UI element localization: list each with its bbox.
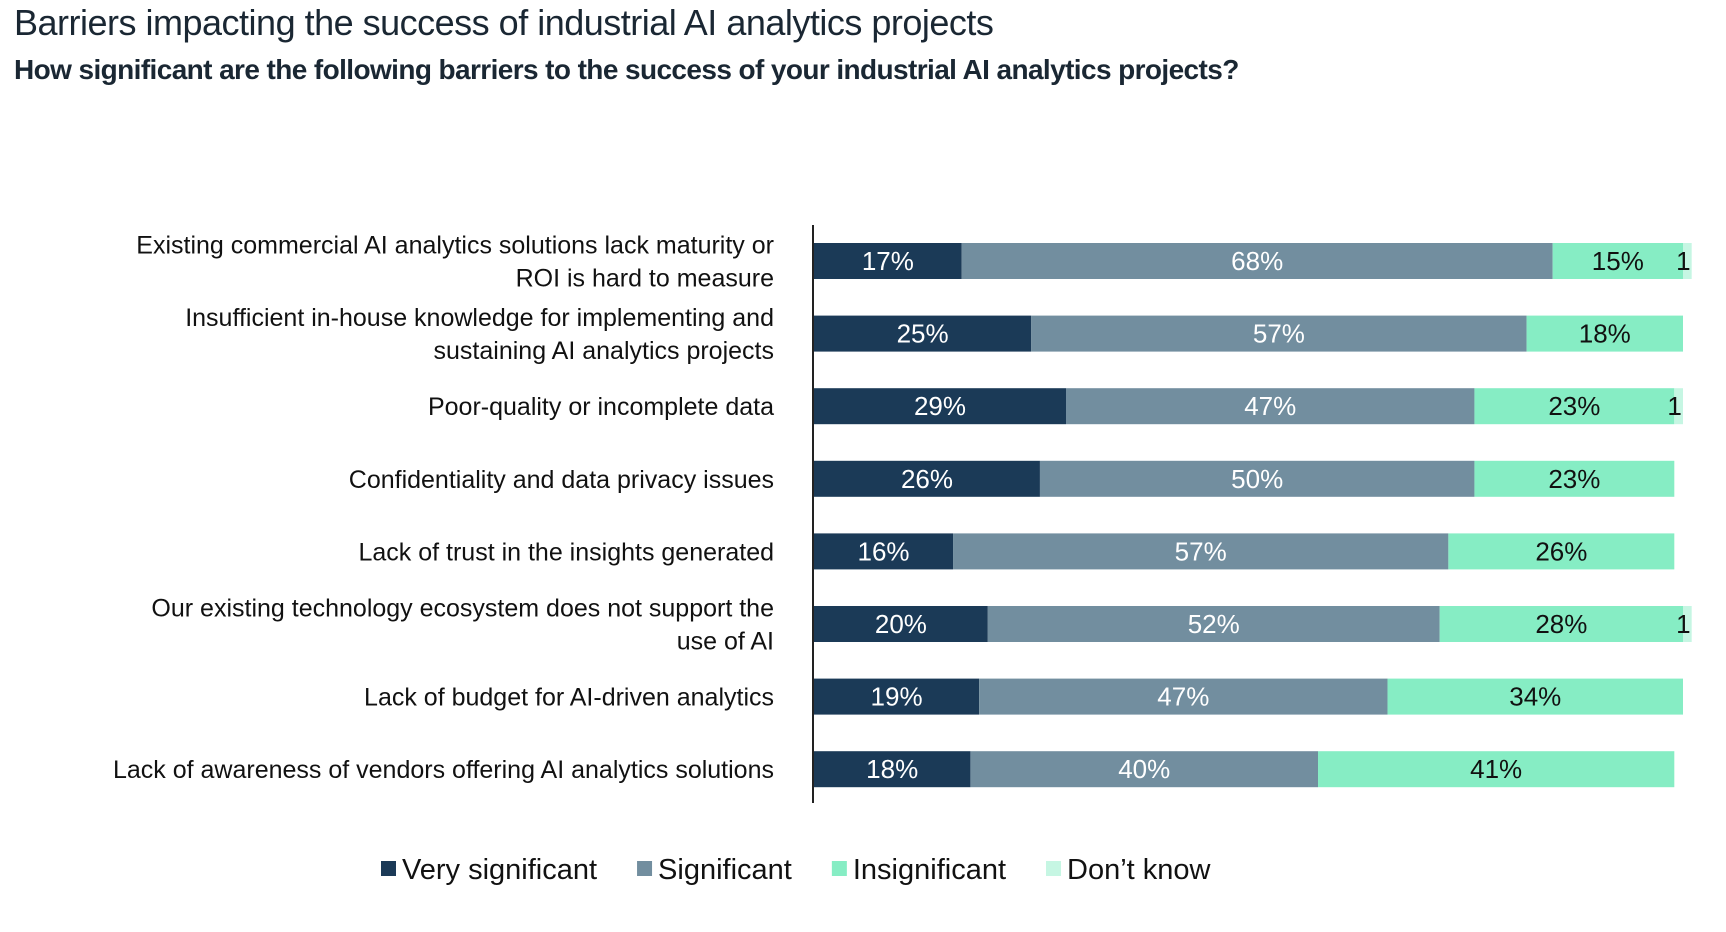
data-label: 20% [875,609,927,639]
category-label: Existing commercial AI analytics solutio… [136,232,774,293]
bar-segment [814,533,954,570]
data-label: 16% [857,536,909,566]
bar-segment [1474,460,1675,497]
data-label: 57% [1175,536,1227,566]
data-label: 18% [866,754,918,784]
bar-segment [814,388,1067,425]
category-label: Confidentiality and data privacy issues [349,466,774,494]
legend-swatch [1046,861,1062,876]
data-label: 52% [1188,609,1240,639]
category-label: Our existing technology ecosystem does n… [151,595,774,656]
bar-segment [1526,315,1683,352]
data-label: 28% [1535,609,1587,639]
data-label: 23% [1548,391,1600,421]
data-label: 34% [1509,682,1561,712]
data-label: 18% [1579,319,1631,349]
data-label: 40% [1118,754,1170,784]
data-label: 47% [1244,391,1296,421]
legend-label: Significant [658,854,792,886]
data-label: 47% [1157,682,1209,712]
bar-segment [1066,388,1475,425]
data-label: 23% [1548,464,1600,494]
bar-segment [1318,751,1675,788]
chart-title: Barriers impacting the success of indust… [14,2,994,43]
bar-segment [1552,243,1683,279]
data-label: 1 [1676,609,1690,639]
bar-segment [987,606,1440,642]
data-label: 17% [862,246,914,276]
bar-segment [814,751,971,788]
bar-segment [1039,460,1475,497]
bar-segment [1683,243,1692,279]
data-label: 25% [897,319,949,349]
bar-segment [814,243,962,279]
legend-label: Insignificant [853,854,1006,886]
bar-segment [1683,606,1692,642]
legend-swatch [831,861,847,876]
chart-subtitle: How significant are the following barrie… [14,54,1239,85]
data-label: 15% [1592,246,1644,276]
bar-segment [1448,533,1675,570]
data-label: 1 [1676,246,1690,276]
bar-segment [979,678,1388,715]
data-label: 1 [1667,391,1681,421]
data-label: 57% [1253,319,1305,349]
bar-segment [814,678,980,715]
data-label: 50% [1231,464,1283,494]
bar-segment [1031,315,1527,352]
bar-segment [970,751,1319,788]
category-label: Lack of budget for AI-driven analytics [364,684,774,712]
data-label: 19% [871,682,923,712]
data-label: 29% [914,391,966,421]
data-label: 26% [901,464,953,494]
bar-segment [814,606,988,642]
bar-segment [1387,678,1683,715]
bar-segment [814,315,1032,352]
bar-segment [814,460,1040,497]
data-label: 68% [1231,246,1283,276]
bar-segment [1674,388,1683,425]
legend-label: Don’t know [1067,854,1212,886]
bar-segment [1439,606,1683,642]
bar-segment [961,243,1553,279]
category-label: Poor-quality or incomplete data [428,393,774,421]
category-label: Insufficient in-house knowledge for impl… [185,304,774,365]
category-label: Lack of awareness of vendors offering AI… [113,756,774,784]
category-label: Lack of trust in the insights generated [358,538,774,566]
data-label: 41% [1470,754,1522,784]
legend-label: Very significant [402,854,597,886]
legend-swatch [381,861,396,876]
legend-swatch [637,861,653,876]
bar-segment [1474,388,1675,425]
data-label: 26% [1535,536,1587,566]
bar-segment [953,533,1449,570]
